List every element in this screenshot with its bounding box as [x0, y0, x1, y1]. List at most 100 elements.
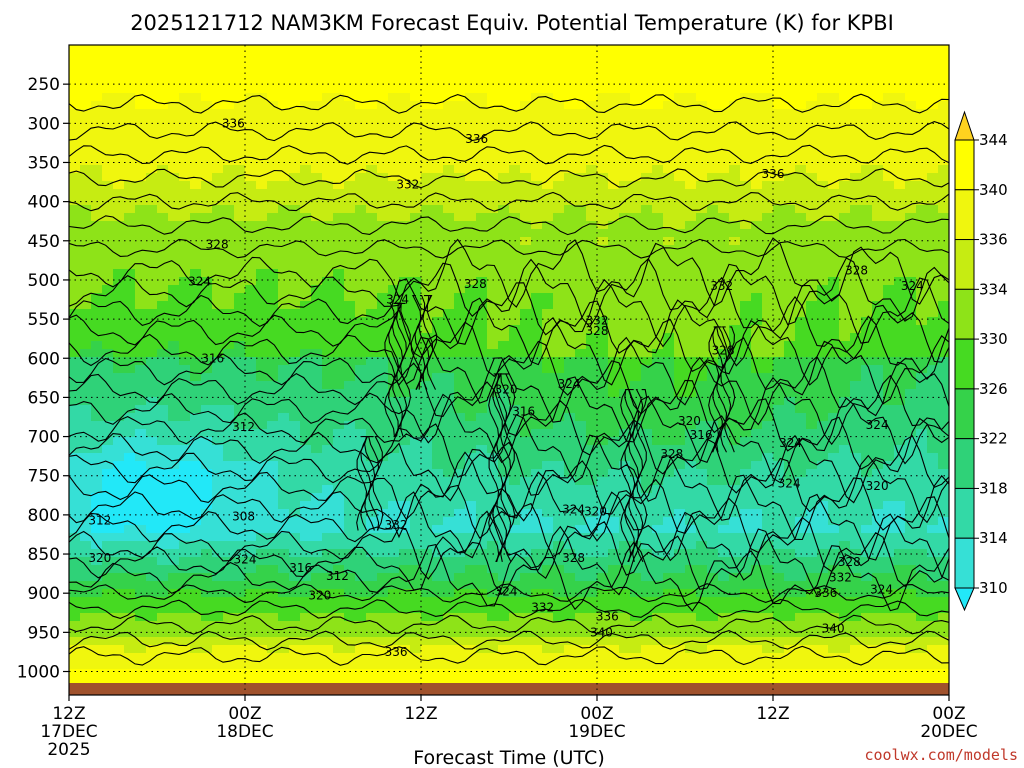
field-cell [245, 605, 257, 614]
field-cell [498, 261, 510, 270]
field-cell [344, 445, 356, 454]
field-cell [696, 421, 708, 430]
field-cell [157, 357, 169, 366]
field-cell [421, 581, 433, 590]
field-cell [267, 45, 279, 54]
field-cell [597, 101, 609, 110]
field-cell [256, 117, 268, 126]
field-cell [520, 405, 532, 414]
field-cell [234, 77, 246, 86]
field-cell [498, 365, 510, 374]
field-cell [476, 613, 488, 622]
field-cell [223, 341, 235, 350]
field-cell [729, 653, 741, 662]
field-cell [696, 269, 708, 278]
field-cell [630, 69, 642, 78]
field-cell [432, 173, 444, 182]
field-cell [685, 229, 697, 238]
field-cell [619, 309, 631, 318]
field-cell [179, 237, 191, 246]
field-cell [718, 469, 730, 478]
field-cell [718, 581, 730, 590]
field-cell [465, 477, 477, 486]
field-cell [542, 557, 554, 566]
field-cell [113, 325, 125, 334]
field-cell [179, 125, 191, 134]
field-cell [443, 493, 455, 502]
field-cell [201, 101, 213, 110]
field-cell [212, 301, 224, 310]
field-cell [718, 221, 730, 230]
field-cell [333, 461, 345, 470]
field-cell [113, 285, 125, 294]
field-cell [443, 341, 455, 350]
field-cell [707, 341, 719, 350]
field-cell [388, 157, 400, 166]
field-cell [179, 437, 191, 446]
field-cell [91, 637, 103, 646]
field-cell [729, 421, 741, 430]
field-cell [278, 573, 290, 582]
field-cell [80, 125, 92, 134]
field-cell [696, 181, 708, 190]
field-cell [245, 293, 257, 302]
field-cell [234, 541, 246, 550]
field-cell [729, 93, 741, 102]
field-cell [641, 341, 653, 350]
field-cell [322, 221, 334, 230]
field-cell [124, 293, 136, 302]
field-cell [608, 293, 620, 302]
field-cell [443, 237, 455, 246]
field-cell [597, 253, 609, 262]
field-cell [575, 349, 587, 358]
field-cell [234, 357, 246, 366]
field-cell [421, 205, 433, 214]
field-cell [421, 629, 433, 638]
field-cell [113, 349, 125, 358]
field-cell [542, 629, 554, 638]
field-cell [432, 213, 444, 222]
field-cell [355, 125, 367, 134]
field-cell [718, 245, 730, 254]
field-cell [91, 461, 103, 470]
field-cell [80, 117, 92, 126]
field-cell [696, 117, 708, 126]
field-cell [663, 93, 675, 102]
field-cell [190, 677, 202, 685]
field-cell [399, 261, 411, 270]
field-cell [69, 77, 81, 86]
field-cell [641, 381, 653, 390]
field-cell [190, 653, 202, 662]
field-cell [179, 429, 191, 438]
field-cell [355, 293, 367, 302]
field-cell [256, 429, 268, 438]
field-cell [267, 293, 279, 302]
field-cell [542, 405, 554, 414]
field-cell [355, 373, 367, 382]
field-cell [190, 445, 202, 454]
field-cell [729, 613, 741, 622]
field-cell [542, 237, 554, 246]
field-cell [685, 357, 697, 366]
field-cell [256, 133, 268, 142]
field-cell [652, 573, 664, 582]
field-cell [168, 437, 180, 446]
field-cell [498, 213, 510, 222]
field-cell [542, 309, 554, 318]
field-cell [432, 181, 444, 190]
field-cell [597, 509, 609, 518]
field-cell [190, 605, 202, 614]
field-cell [245, 85, 257, 94]
field-cell [410, 253, 422, 262]
field-cell [223, 477, 235, 486]
field-cell [377, 365, 389, 374]
field-cell [520, 221, 532, 230]
field-cell [157, 317, 169, 326]
field-cell [729, 413, 741, 422]
field-cell [157, 573, 169, 582]
field-cell [718, 269, 730, 278]
field-cell [289, 373, 301, 382]
field-cell [718, 389, 730, 398]
field-cell [531, 229, 543, 238]
field-cell [443, 645, 455, 654]
